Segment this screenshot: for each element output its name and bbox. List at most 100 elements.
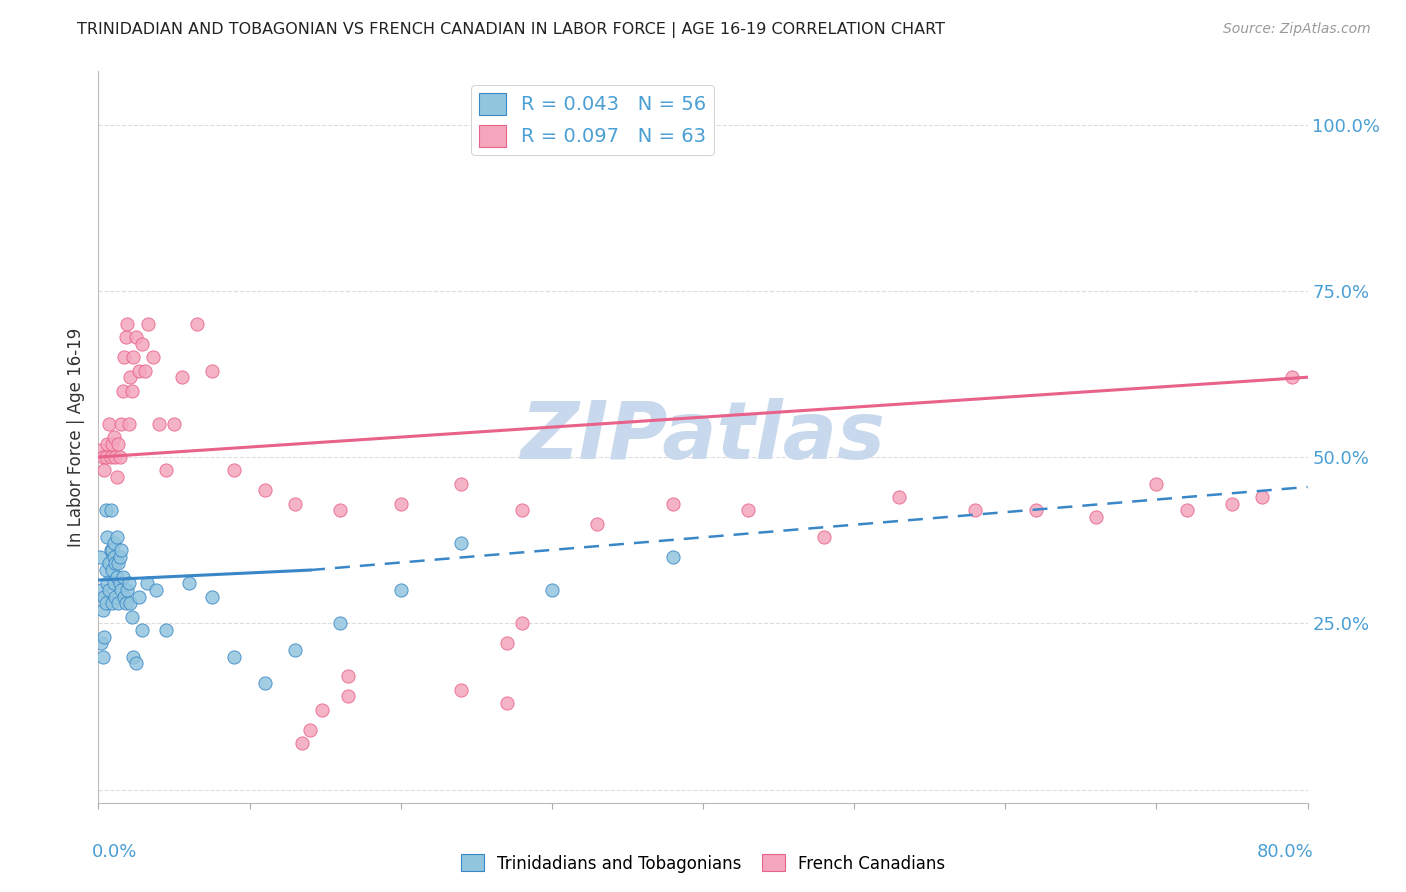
Point xyxy=(125,656,148,670)
Point xyxy=(336,690,359,704)
Text: Source: ZipAtlas.com: Source: ZipAtlas.com xyxy=(1223,22,1371,37)
Point xyxy=(136,317,159,331)
Point xyxy=(91,649,114,664)
Point xyxy=(128,363,150,377)
Point xyxy=(965,503,987,517)
Point xyxy=(107,557,129,571)
Point xyxy=(93,630,115,644)
Point xyxy=(1175,503,1198,517)
Point xyxy=(96,436,118,450)
Point xyxy=(224,463,246,477)
Point xyxy=(104,557,127,571)
Text: ZIPatlas: ZIPatlas xyxy=(520,398,886,476)
Point xyxy=(145,582,167,597)
Point xyxy=(107,596,129,610)
Point xyxy=(186,317,208,331)
Point xyxy=(291,736,314,750)
Point xyxy=(125,330,148,344)
Point xyxy=(135,576,157,591)
Point xyxy=(98,417,121,431)
Point xyxy=(148,417,170,431)
Point xyxy=(540,582,562,597)
Point xyxy=(111,570,134,584)
Point xyxy=(253,676,276,690)
Point xyxy=(107,436,129,450)
Point xyxy=(104,450,127,464)
Point xyxy=(94,503,117,517)
Point xyxy=(329,503,352,517)
Point xyxy=(91,450,114,464)
Point xyxy=(115,317,138,331)
Point xyxy=(450,682,472,697)
Point xyxy=(450,536,472,550)
Point xyxy=(201,590,224,604)
Point xyxy=(131,623,153,637)
Point xyxy=(495,636,517,650)
Point xyxy=(101,596,124,610)
Point xyxy=(110,582,132,597)
Legend: Trinidadians and Tobagonians, French Canadians: Trinidadians and Tobagonians, French Can… xyxy=(454,847,952,880)
Point xyxy=(510,616,533,631)
Point xyxy=(737,503,759,517)
Point xyxy=(1281,370,1303,384)
Point xyxy=(201,363,224,377)
Point xyxy=(128,590,150,604)
Point xyxy=(90,636,112,650)
Point xyxy=(103,576,125,591)
Point xyxy=(889,490,911,504)
Point xyxy=(96,530,118,544)
Point xyxy=(103,549,125,564)
Point xyxy=(122,351,145,365)
Point xyxy=(112,590,135,604)
Y-axis label: In Labor Force | Age 16-19: In Labor Force | Age 16-19 xyxy=(67,327,86,547)
Point xyxy=(101,436,124,450)
Point xyxy=(336,669,359,683)
Point xyxy=(98,582,121,597)
Point xyxy=(101,563,124,577)
Point xyxy=(94,596,117,610)
Point xyxy=(103,430,125,444)
Point xyxy=(142,351,165,365)
Point xyxy=(94,450,117,464)
Point xyxy=(1144,476,1167,491)
Point xyxy=(118,417,141,431)
Point xyxy=(1220,497,1243,511)
Point xyxy=(105,570,128,584)
Point xyxy=(98,557,121,571)
Point xyxy=(299,723,322,737)
Point xyxy=(1024,503,1046,517)
Point xyxy=(111,384,134,398)
Point xyxy=(122,649,145,664)
Point xyxy=(114,330,136,344)
Point xyxy=(163,417,186,431)
Point xyxy=(121,609,143,624)
Point xyxy=(90,582,112,597)
Point xyxy=(103,536,125,550)
Point xyxy=(284,643,307,657)
Point xyxy=(510,503,533,517)
Point xyxy=(114,596,136,610)
Point xyxy=(1251,490,1274,504)
Point xyxy=(450,476,472,491)
Point xyxy=(89,549,111,564)
Text: TRINIDADIAN AND TOBAGONIAN VS FRENCH CANADIAN IN LABOR FORCE | AGE 16-19 CORRELA: TRINIDADIAN AND TOBAGONIAN VS FRENCH CAN… xyxy=(77,22,945,38)
Point xyxy=(96,576,118,591)
Point xyxy=(108,576,131,591)
Point xyxy=(389,582,412,597)
Point xyxy=(179,576,201,591)
Point xyxy=(120,370,142,384)
Point xyxy=(105,530,128,544)
Point xyxy=(93,463,115,477)
Point xyxy=(94,563,117,577)
Point xyxy=(112,351,135,365)
Point xyxy=(90,443,112,458)
Point xyxy=(115,582,138,597)
Point xyxy=(170,370,193,384)
Text: 0.0%: 0.0% xyxy=(93,843,138,861)
Point xyxy=(155,623,177,637)
Point xyxy=(134,363,156,377)
Point xyxy=(155,463,177,477)
Point xyxy=(131,337,153,351)
Legend: R = 0.043   N = 56, R = 0.097   N = 63: R = 0.043 N = 56, R = 0.097 N = 63 xyxy=(471,85,714,155)
Point xyxy=(100,543,122,558)
